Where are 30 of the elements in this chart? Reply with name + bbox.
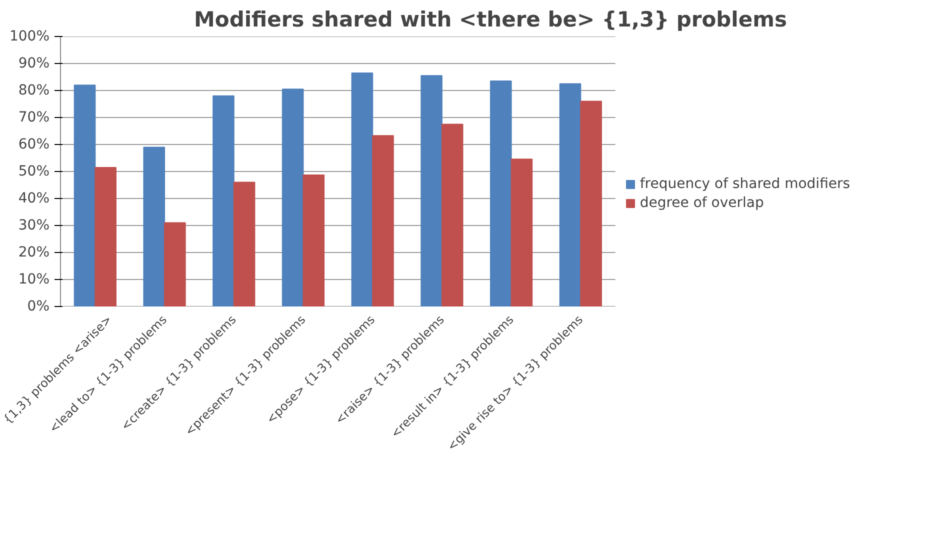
y-tick-label: 80% [18, 82, 50, 98]
y-tick-label: 100% [9, 28, 50, 44]
bar [282, 88, 304, 306]
y-tick-label: 50% [18, 164, 50, 180]
bar [351, 72, 374, 306]
bar [143, 146, 166, 306]
y-tick-label: 40% [18, 190, 50, 206]
bar [372, 135, 394, 306]
legend-label: frequency of shared modifiers [640, 176, 850, 192]
bar [490, 80, 512, 306]
y-tick-label: 10% [18, 272, 50, 288]
y-tick-label: 60% [18, 136, 50, 152]
bar [233, 182, 256, 306]
bar [212, 95, 234, 306]
bar [580, 100, 602, 306]
bar [510, 158, 533, 306]
bar [441, 124, 464, 306]
bar [74, 84, 96, 306]
bar [94, 166, 116, 306]
chart-title: Modifiers shared with <there be> {1,3} problems [194, 8, 788, 32]
y-tick-label: 90% [18, 56, 50, 72]
bar [559, 83, 582, 306]
bar [420, 75, 442, 306]
y-tick-label: 0% [27, 298, 50, 314]
bar [302, 174, 325, 306]
y-tick-label: 70% [18, 110, 50, 126]
y-tick-label: 30% [18, 218, 50, 234]
y-tick-label: 20% [18, 244, 50, 260]
bar [164, 222, 186, 306]
legend-label: degree of overlap [640, 195, 764, 211]
